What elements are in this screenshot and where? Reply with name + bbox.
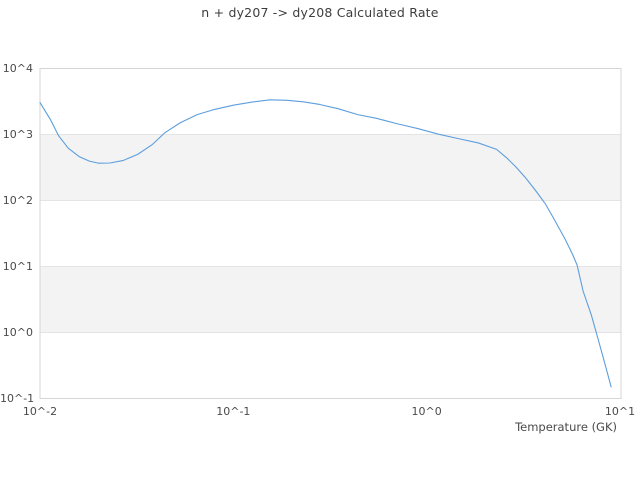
y-tick-label: 10^-1 xyxy=(0,391,35,405)
x-axis-label: Temperature (GK) xyxy=(515,420,617,434)
x-tick-label: 10^0 xyxy=(411,405,442,418)
y-tick-label: 10^1 xyxy=(2,259,33,273)
y-tick-label: 10^2 xyxy=(2,193,33,207)
x-tick-label: 10^1 xyxy=(604,405,636,418)
plot-frame xyxy=(39,68,622,399)
y-tick-label: 10^0 xyxy=(2,325,33,339)
grid-band xyxy=(40,134,621,201)
x-tick-label: 10^-2 xyxy=(22,405,58,418)
rate-curve xyxy=(39,99,612,388)
chart-title: n + dy207 -> dy208 Calculated Rate xyxy=(201,5,439,20)
grid-band xyxy=(40,266,621,333)
y-tick-label: 10^4 xyxy=(2,61,33,75)
x-tick-label: 10^-1 xyxy=(216,405,251,418)
y-tick-label: 10^3 xyxy=(2,127,33,141)
